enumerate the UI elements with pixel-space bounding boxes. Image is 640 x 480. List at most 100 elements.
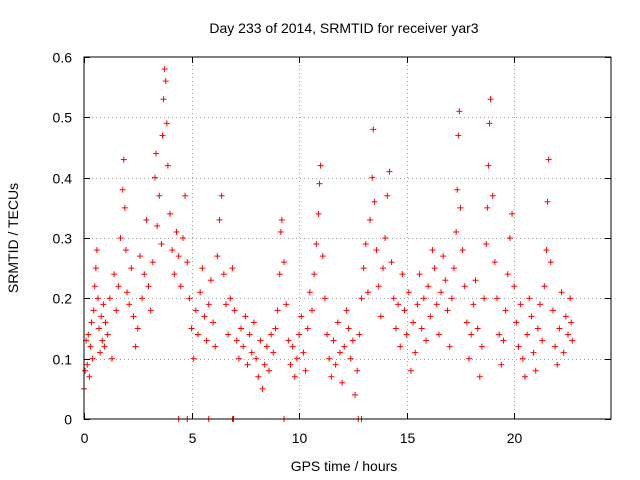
data-point: [306, 289, 313, 296]
data-point: [362, 241, 369, 248]
data-point: [438, 289, 445, 296]
data-point: [136, 253, 143, 260]
data-point: [369, 174, 376, 181]
data-point: [117, 235, 124, 241]
data-point: [524, 331, 531, 338]
data-point: [399, 271, 406, 278]
data-point: [539, 337, 546, 344]
data-point: [97, 349, 104, 356]
data-point: [177, 283, 184, 290]
data-point: [526, 295, 533, 302]
data-point: [347, 355, 354, 362]
data-point: [134, 325, 141, 332]
data-point: [401, 307, 408, 314]
data-point: [519, 355, 526, 362]
data-point: [358, 295, 365, 302]
data-point: [442, 277, 449, 284]
data-point: [255, 373, 262, 380]
data-point: [248, 349, 255, 356]
data-point: [141, 271, 148, 278]
data-point: [289, 343, 296, 350]
data-point: [336, 349, 343, 356]
data-point: [435, 331, 442, 338]
data-point: [382, 235, 389, 241]
data-point: [556, 325, 563, 332]
data-point: [493, 295, 500, 302]
data-point: [343, 307, 350, 314]
data-point: [91, 283, 98, 290]
data-point: [431, 265, 438, 272]
data-point: [164, 162, 171, 169]
data-point: [562, 313, 569, 320]
data-point: [515, 343, 522, 350]
data-point: [156, 192, 163, 199]
data-point: [414, 301, 421, 308]
data-point: [304, 325, 311, 332]
data-point: [504, 271, 511, 278]
data-point: [151, 174, 158, 181]
data-point: [283, 301, 290, 308]
data-point: [459, 247, 466, 254]
data-point: [468, 331, 475, 338]
data-point: [126, 301, 133, 308]
data-point: [423, 337, 430, 344]
data-point: [274, 307, 281, 314]
data-point: [420, 295, 427, 302]
data-point: [388, 259, 395, 266]
data-point: [330, 337, 337, 344]
data-point: [390, 295, 397, 302]
data-point: [418, 325, 425, 332]
data-point: [96, 325, 103, 332]
data-point: [278, 216, 285, 223]
data-point: [352, 391, 359, 398]
data-point: [328, 373, 335, 380]
data-point: [450, 265, 457, 272]
data-point: [298, 313, 305, 320]
x-tick-label: 10: [292, 430, 308, 446]
data-point: [481, 295, 488, 302]
data-point: [379, 265, 386, 272]
data-point: [229, 265, 236, 272]
data-point: [547, 259, 554, 266]
y-tick-label: 0.1: [53, 352, 73, 368]
data-point: [186, 295, 193, 302]
data-point: [370, 126, 377, 133]
data-point: [89, 355, 96, 362]
data-point: [195, 331, 202, 338]
data-point: [302, 367, 309, 374]
data-point: [111, 271, 118, 278]
data-point: [84, 361, 91, 368]
data-point: [296, 331, 303, 338]
data-point: [242, 313, 249, 320]
data-point: [489, 192, 496, 199]
data-point: [345, 325, 352, 332]
data-point: [270, 349, 277, 356]
data-point: [212, 343, 219, 350]
data-point: [478, 343, 485, 350]
data-point: [356, 331, 363, 338]
data-point: [541, 283, 548, 290]
data-point: [384, 192, 391, 199]
data-point: [99, 337, 106, 344]
data-point: [179, 235, 186, 241]
data-point: [216, 216, 223, 223]
data-point: [487, 96, 494, 103]
data-point: [175, 253, 182, 260]
data-point: [261, 361, 268, 368]
data-point: [122, 247, 129, 254]
data-point: [316, 180, 323, 187]
data-point: [285, 337, 292, 344]
data-point: [139, 295, 146, 302]
data-point: [560, 349, 567, 356]
data-point: [263, 343, 270, 350]
data-point: [130, 313, 137, 320]
data-point: [317, 162, 324, 169]
data-point: [568, 319, 575, 326]
data-point: [199, 265, 206, 272]
data-point: [143, 216, 150, 223]
data-point: [534, 325, 541, 332]
data-point: [375, 283, 382, 290]
data-point: [82, 367, 89, 374]
data-point: [145, 283, 152, 290]
